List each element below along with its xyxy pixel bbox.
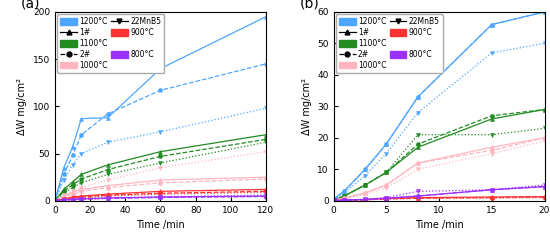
Y-axis label: ΔW mg/cm²: ΔW mg/cm²	[301, 78, 312, 135]
Legend: 1200°C, 1#, 1100°C, 2#, 1000°C, 22MnB5, 900°C, , 800°C, : 1200°C, 1#, 1100°C, 2#, 1000°C, 22MnB5, …	[57, 14, 164, 73]
Y-axis label: ΔW mg/cm²: ΔW mg/cm²	[18, 78, 28, 135]
Text: (b): (b)	[300, 0, 320, 10]
Text: (a): (a)	[21, 0, 41, 10]
X-axis label: Time /min: Time /min	[415, 220, 464, 230]
Legend: 1200°C, 1#, 1100°C, 2#, 1000°C, 22MnB5, 900°C, , 800°C, : 1200°C, 1#, 1100°C, 2#, 1000°C, 22MnB5, …	[336, 14, 443, 73]
X-axis label: Time /min: Time /min	[136, 220, 185, 230]
